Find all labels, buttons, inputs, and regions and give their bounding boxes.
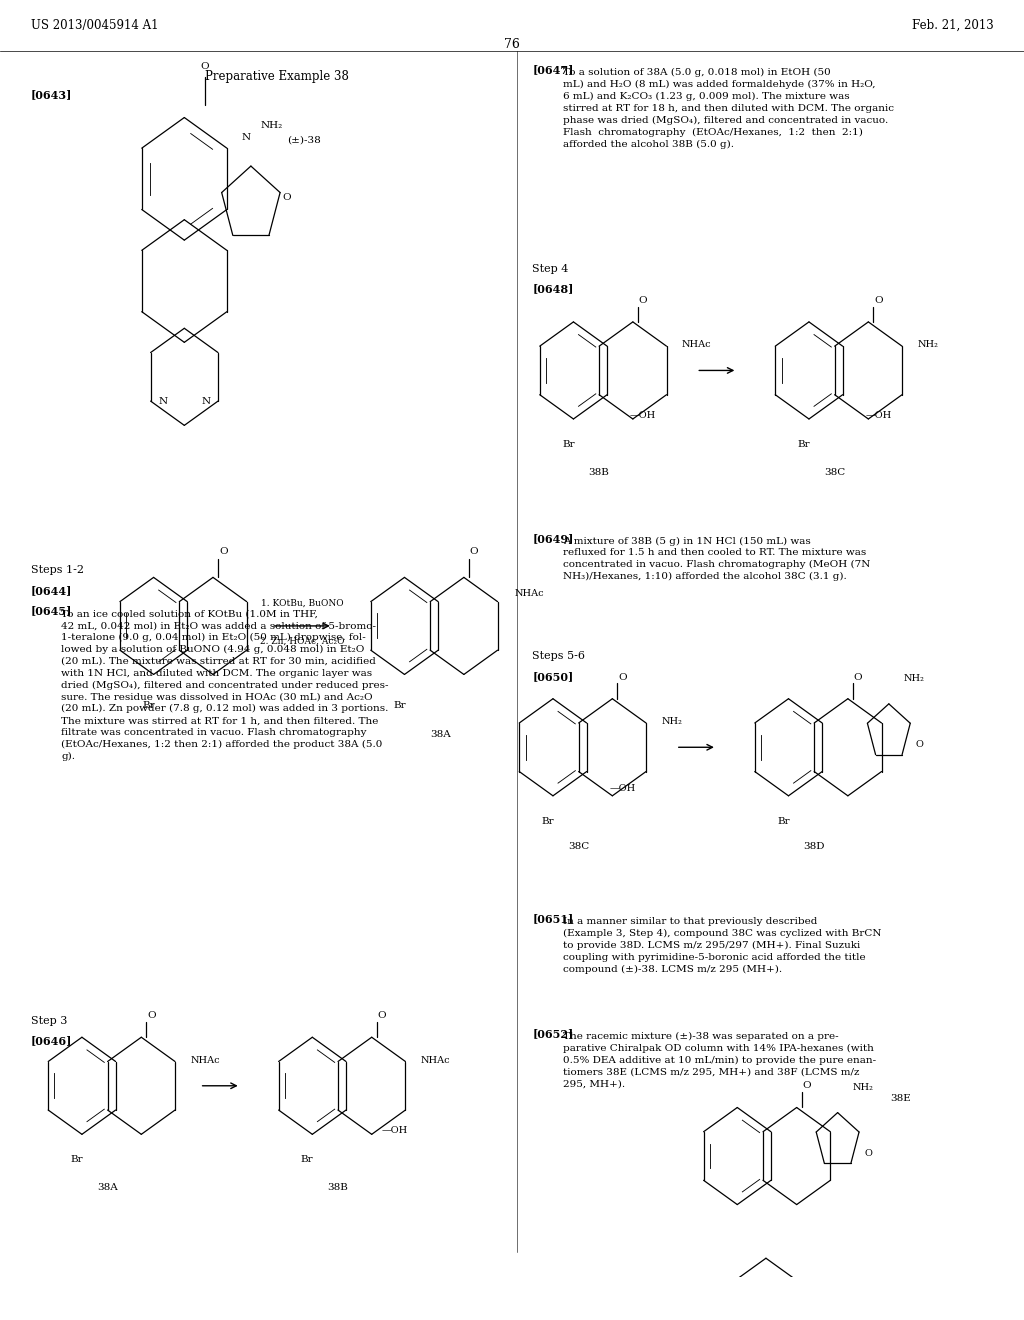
Text: [0646]: [0646] (31, 1035, 72, 1045)
Text: [0649]: [0649] (532, 533, 573, 544)
Text: To an ice cooled solution of KOtBu (1.0M in THF,
42 mL, 0.042 mol) in Et₂O was a: To an ice cooled solution of KOtBu (1.0M… (61, 610, 389, 760)
Text: O: O (803, 1081, 811, 1090)
Text: 76: 76 (504, 38, 520, 51)
Text: NHAc: NHAc (682, 341, 712, 350)
Text: NHAc: NHAc (190, 1056, 220, 1065)
Text: NHAc: NHAc (421, 1056, 451, 1065)
Text: 38C: 38C (568, 842, 589, 851)
Text: —OH: —OH (630, 411, 656, 420)
Text: 2. Zn, HOAc, Ac₂O: 2. Zn, HOAc, Ac₂O (260, 636, 344, 645)
Text: Br: Br (301, 1155, 313, 1164)
Text: O: O (378, 1011, 386, 1020)
Text: [0652]: [0652] (532, 1028, 573, 1039)
Text: —OH: —OH (609, 784, 636, 792)
Text: 38B: 38B (328, 1184, 348, 1192)
Text: Br: Br (142, 701, 155, 710)
Text: 38A: 38A (97, 1184, 118, 1192)
Text: [0648]: [0648] (532, 284, 573, 294)
Text: Preparative Example 38: Preparative Example 38 (205, 70, 348, 83)
Text: O: O (283, 194, 291, 202)
Text: O: O (639, 296, 647, 305)
Text: Br: Br (542, 817, 554, 826)
Text: To a solution of 38A (5.0 g, 0.018 mol) in EtOH (50
mL) and H₂O (8 mL) was added: To a solution of 38A (5.0 g, 0.018 mol) … (563, 67, 894, 149)
Text: Steps 1-2: Steps 1-2 (31, 565, 84, 574)
Text: 38E: 38E (891, 1094, 911, 1104)
Text: NH₂: NH₂ (260, 120, 283, 129)
Text: NH₂: NH₂ (918, 341, 938, 350)
Text: O: O (864, 1148, 872, 1158)
Text: [0651]: [0651] (532, 913, 573, 924)
Text: O: O (618, 672, 627, 681)
Text: N: N (201, 396, 210, 405)
Text: Br: Br (798, 440, 810, 449)
Text: The racemic mixture (±)-38 was separated on a pre-
parative Chiralpak OD column : The racemic mixture (±)-38 was separated… (563, 1032, 877, 1089)
Text: (±)-38: (±)-38 (287, 136, 321, 145)
Text: In a manner similar to that previously described
(Example 3, Step 4), compound 3: In a manner similar to that previously d… (563, 917, 882, 974)
Text: [0644]: [0644] (31, 585, 72, 597)
Text: A mixture of 38B (5 g) in 1N HCl (150 mL) was
refluxed for 1.5 h and then cooled: A mixture of 38B (5 g) in 1N HCl (150 mL… (563, 536, 870, 581)
Text: NH₂: NH₂ (662, 717, 682, 726)
Text: NH₂: NH₂ (904, 673, 925, 682)
Text: Step 3: Step 3 (31, 1015, 68, 1026)
Text: Feb. 21, 2013: Feb. 21, 2013 (911, 20, 993, 32)
Text: 38A: 38A (430, 730, 451, 739)
Text: Br: Br (562, 440, 574, 449)
Text: N: N (242, 133, 250, 143)
Text: —OH: —OH (865, 411, 892, 420)
Text: [0643]: [0643] (31, 90, 72, 100)
Text: [0645]: [0645] (31, 606, 72, 616)
Text: Br: Br (777, 817, 790, 826)
Text: Step 4: Step 4 (532, 264, 569, 275)
Text: O: O (915, 741, 924, 750)
Text: —OH: —OH (382, 1126, 409, 1135)
Text: O: O (219, 548, 227, 556)
Text: 38D: 38D (804, 842, 824, 851)
Text: O: O (470, 548, 478, 556)
Text: O: O (147, 1011, 156, 1020)
Text: NHAc: NHAc (515, 590, 545, 598)
Text: 38B: 38B (589, 469, 609, 477)
Text: O: O (874, 296, 883, 305)
Text: US 2013/0045914 A1: US 2013/0045914 A1 (31, 20, 159, 32)
Text: [0650]: [0650] (532, 671, 573, 681)
Text: Br: Br (393, 701, 406, 710)
Text: N: N (159, 396, 168, 405)
Text: [0647]: [0647] (532, 63, 573, 75)
Text: NH₂: NH₂ (853, 1082, 873, 1092)
Text: 1. KOtBu, BuONO: 1. KOtBu, BuONO (261, 598, 343, 607)
Text: Steps 5-6: Steps 5-6 (532, 652, 586, 661)
Text: 38C: 38C (824, 469, 845, 477)
Text: Br: Br (71, 1155, 83, 1164)
Text: O: O (854, 672, 862, 681)
Text: O: O (201, 62, 209, 71)
